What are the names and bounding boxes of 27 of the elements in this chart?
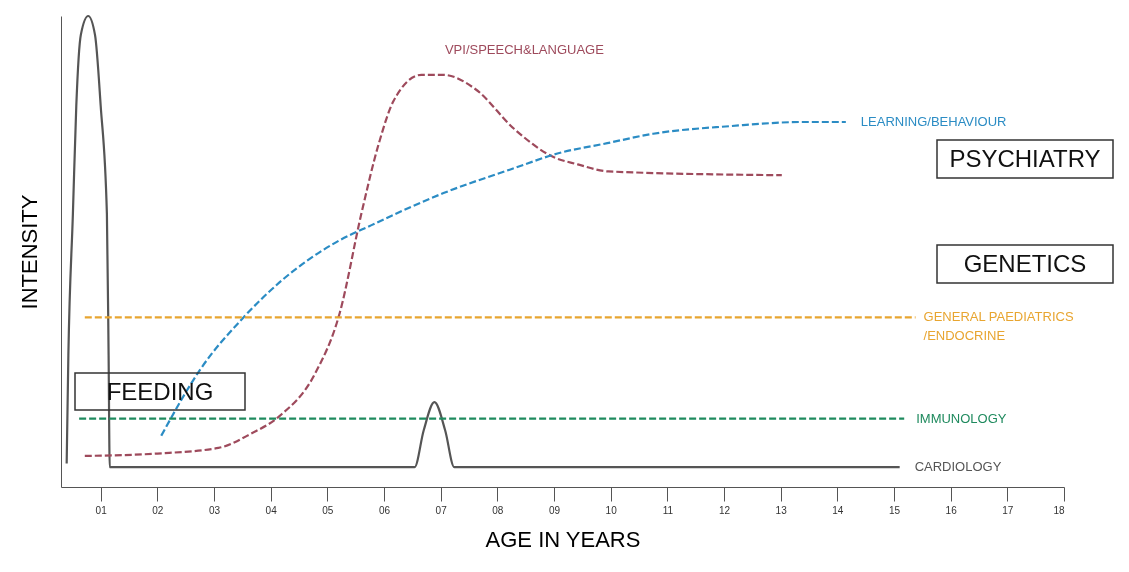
x-tick-label: 03 (208, 504, 221, 516)
annotation: GENETICS (963, 250, 1087, 277)
x-tick-label: 02 (152, 504, 164, 516)
x-tick-label: 09 (548, 504, 561, 516)
series-label: CARDIOLOGY (914, 459, 1002, 475)
x-tick-label: 17 (1002, 504, 1014, 516)
annotation: PSYCHIATRY (949, 145, 1101, 172)
x-tick-label: 13 (775, 504, 788, 516)
series-label: IMMUNOLOGY (916, 410, 1007, 426)
x-tick-label: 04 (265, 504, 278, 516)
x-tick-label: 14 (832, 504, 844, 516)
x-axis-title: AGE IN YEARS (485, 526, 641, 552)
x-tick-label: 07 (435, 504, 448, 516)
x-tick-label: 16 (945, 504, 958, 516)
y-axis-title: INTENSITY (16, 194, 42, 310)
x-tick-label: 15 (888, 504, 901, 516)
series-label: VPI/SPEECH&LANGUAGE (444, 41, 605, 57)
series-label: GENERAL PAEDIATRICS /ENDOCRINE (923, 309, 1074, 344)
series-label: LEARNING/BEHAVIOUR (860, 113, 1007, 129)
x-tick-label: 18 (1053, 504, 1065, 516)
x-tick-label: 05 (322, 504, 334, 516)
x-tick-label: 11 (662, 504, 674, 516)
x-tick-label: 10 (605, 504, 618, 516)
x-tick-label: 06 (378, 504, 391, 516)
x-tick-label: 12 (718, 504, 731, 516)
x-tick-label: 08 (492, 504, 504, 516)
x-tick-label: 01 (95, 504, 108, 516)
